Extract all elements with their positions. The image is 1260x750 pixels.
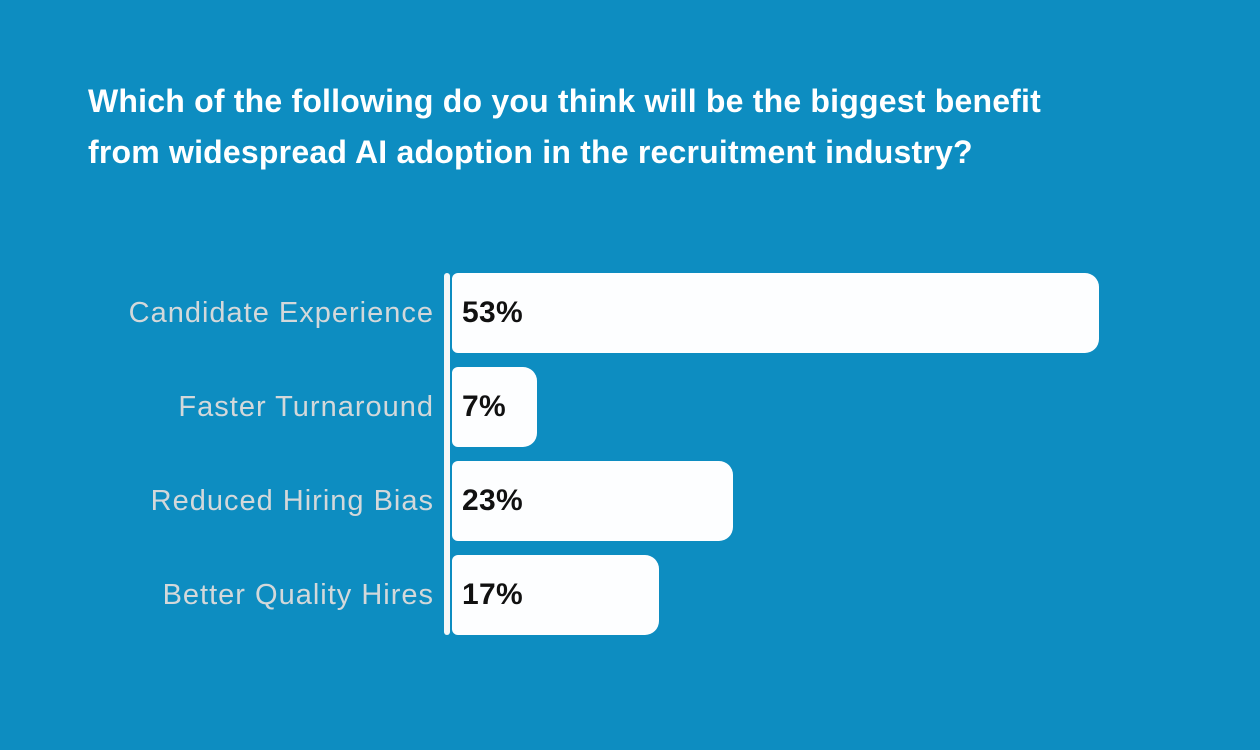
- value-label: 23%: [462, 484, 523, 517]
- category-label: Better Quality Hires: [162, 578, 434, 611]
- bar-row: Reduced Hiring Bias 23%: [0, 461, 1260, 541]
- category-label: Candidate Experience: [128, 296, 434, 329]
- bar: 23%: [452, 461, 733, 541]
- value-label: 17%: [462, 578, 523, 611]
- chart-title-line-2: from widespread AI adoption in the recru…: [88, 134, 973, 170]
- value-label: 7%: [462, 390, 506, 423]
- bar-row: Faster Turnaround 7%: [0, 367, 1260, 447]
- bar: 7%: [452, 367, 537, 447]
- category-label: Faster Turnaround: [178, 390, 434, 423]
- category-label: Reduced Hiring Bias: [150, 484, 434, 517]
- axis-line: [444, 273, 450, 635]
- bar: 17%: [452, 555, 659, 635]
- bar: 53%: [452, 273, 1099, 353]
- bar-row: Better Quality Hires 17%: [0, 555, 1260, 635]
- bar-row: Candidate Experience 53%: [0, 273, 1260, 353]
- chart-title-line-1: Which of the following do you think will…: [88, 83, 1041, 119]
- value-label: 53%: [462, 296, 523, 329]
- bar-rows: Candidate Experience 53% Faster Turnaround…: [0, 273, 1260, 649]
- chart-title: Which of the following do you think will…: [88, 76, 1041, 178]
